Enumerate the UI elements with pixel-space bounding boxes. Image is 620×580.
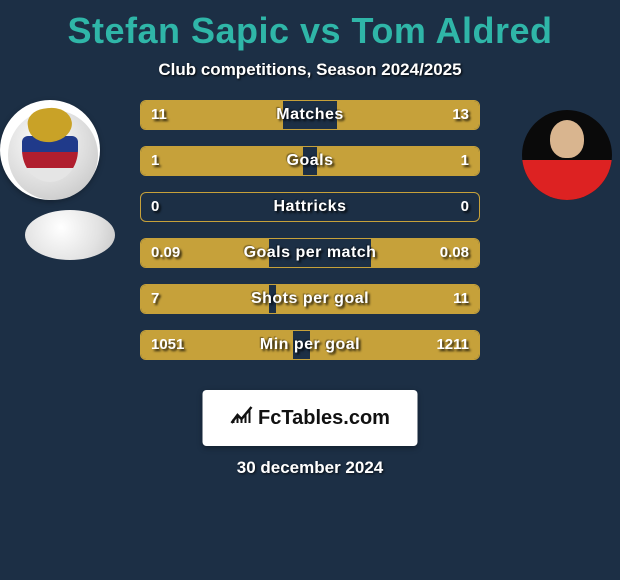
footer-date: 30 december 2024 <box>0 458 620 478</box>
comparison-stage: 1113Matches11Goals00Hattricks0.090.08Goa… <box>0 100 620 200</box>
stat-row: 1113Matches <box>140 100 480 130</box>
stat-row: 10511211Min per goal <box>140 330 480 360</box>
chart-icon <box>230 406 252 430</box>
stat-row: 711Shots per goal <box>140 284 480 314</box>
stat-label: Hattricks <box>141 193 479 221</box>
stat-bars: 1113Matches 11Goals 00Hattricks 0.090.08Goa… <box>140 100 480 376</box>
stat-row: 11Goals <box>140 146 480 176</box>
stat-label: Min per goal <box>141 331 479 359</box>
player-right-jersey <box>522 160 612 200</box>
brand-badge[interactable]: FcTables.com <box>203 390 418 446</box>
player-right-avatar <box>522 110 612 200</box>
player-right-head <box>550 120 584 158</box>
stat-label: Matches <box>141 101 479 129</box>
stat-row: 00Hattricks <box>140 192 480 222</box>
player-left-club-crest <box>25 210 115 260</box>
page-title: Stefan Sapic vs Tom Aldred <box>0 0 620 52</box>
stat-label: Goals <box>141 147 479 175</box>
stat-row: 0.090.08Goals per match <box>140 238 480 268</box>
stat-label: Goals per match <box>141 239 479 267</box>
stat-label: Shots per goal <box>141 285 479 313</box>
subtitle: Club competitions, Season 2024/2025 <box>0 60 620 80</box>
brand-text: FcTables.com <box>258 407 390 430</box>
